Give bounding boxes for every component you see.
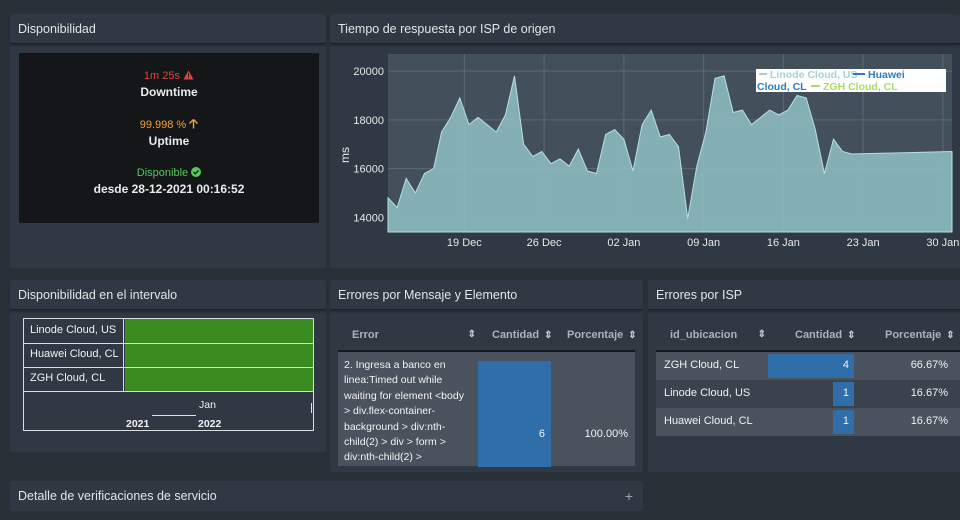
column-header-percent[interactable]: Porcentaje ⇕ (567, 329, 637, 341)
uptime-label: Uptime (148, 134, 190, 148)
isp-count: 1 (842, 415, 849, 427)
uptime-value: 99.998 % (139, 119, 187, 131)
since-label: desde 28-12-2021 00:16:52 (93, 182, 245, 196)
sort-icon[interactable]: ⇕ (628, 330, 637, 341)
legend-linode[interactable]: Linode Cloud, US (770, 69, 858, 81)
error-count-value: 6 (538, 428, 545, 440)
sort-icon[interactable]: ⇕ (467, 329, 476, 340)
plus-icon[interactable]: + (624, 488, 633, 504)
isp-name: Huawei Cloud, CL (664, 415, 753, 427)
downtime-label: Downtime (140, 85, 198, 99)
sort-icon[interactable]: ⇕ (544, 330, 553, 341)
x-tick-label: 23 Jan (847, 237, 880, 249)
isp-count-bar (768, 354, 854, 378)
column-header-count[interactable]: Cantidad ⇕ (492, 329, 553, 341)
y-tick-label: 14000 (353, 212, 384, 224)
errors-by-isp-panel: Errores por ISP id_ubicacion ⇕ Cantidad ⇕… (648, 280, 960, 472)
errors-by-isp-title: Errores por ISP (648, 280, 960, 310)
legend-zgh[interactable]: ZGH Cloud, CL (823, 81, 898, 93)
error-count-bar (478, 361, 551, 467)
availability-stat-box: 1m 25s Downtime 99.998 % Uptime Disponib… (19, 53, 319, 223)
series-area-linode (387, 75, 953, 233)
x-tick-label: 30 Jan (926, 237, 959, 249)
response-time-title: Tiempo de respuesta por ISP de origen (330, 14, 960, 44)
error-percent-value: 100.00% (584, 428, 628, 440)
status-text: Disponible (136, 167, 189, 179)
y-tick-label: 18000 (353, 115, 384, 127)
interval-panel: Disponibilidad en el intervalo Linode Cl… (10, 280, 326, 452)
error-message-cell: 2. Ingresa a banco en linea:Timed out wh… (344, 359, 464, 464)
x-tick-label: 26 Dec (527, 237, 562, 249)
timeline-tick-month: Jan (199, 399, 216, 411)
column-header-error[interactable]: Error ⇕ (352, 318, 478, 352)
response-time-panel: Tiempo de respuesta por ISP de origen 14… (330, 14, 960, 268)
table-row[interactable]: ZGH Cloud, CL 4 66.67% (648, 352, 960, 380)
availability-title: Disponibilidad (10, 14, 326, 44)
uptime-stat: 99.998 % Uptime (19, 119, 319, 148)
column-header-count[interactable]: Cantidad ⇕ (795, 329, 856, 341)
isp-name: ZGH Cloud, CL (664, 359, 740, 371)
timeline-bar-available[interactable] (125, 319, 313, 391)
chart-legend: Linode Cloud, US Huawei Cloud, CL ZGH Cl… (756, 69, 946, 93)
status-stat: Disponible desde 28-12-2021 00:16:52 (19, 167, 319, 196)
downtime-value: 1m 25s (143, 70, 180, 82)
availability-timeline[interactable]: Linode Cloud, US Huawei Cloud, CL ZGH Cl… (23, 318, 314, 431)
response-time-chart[interactable]: 14000 16000 18000 20000 19 Dec 26 Dec 02 Jan 0… (330, 44, 960, 268)
sort-icon[interactable]: ⇕ (757, 329, 766, 340)
x-tick-label: 09 Jan (687, 237, 720, 249)
sort-icon[interactable]: ⇕ (847, 330, 856, 341)
timeline-label-huawei: Huawei Cloud, CL (30, 348, 119, 360)
isp-count-bar (832, 410, 854, 434)
warning-icon (183, 70, 194, 82)
legend-huawei-part1[interactable]: Huawei (868, 69, 905, 81)
arrow-up-icon (189, 119, 199, 131)
isp-count-bar (832, 382, 854, 406)
availability-panel: Disponibilidad 1m 25s Downtime 99.998 % … (10, 14, 326, 268)
y-tick-label: 20000 (353, 66, 384, 78)
isp-count: 1 (842, 387, 849, 399)
timeline-label-linode: Linode Cloud, US (30, 324, 117, 336)
service-checks-detail-panel[interactable]: Detalle de verificaciones de servicio + (10, 481, 643, 511)
errors-by-message-title: Errores por Mensaje y Elemento (330, 280, 643, 310)
service-checks-detail-title[interactable]: Detalle de verificaciones de servicio (18, 489, 217, 503)
table-row[interactable]: Linode Cloud, US 1 16.67% (648, 380, 960, 408)
x-tick-label: 16 Jan (767, 237, 800, 249)
isp-count: 4 (842, 359, 849, 371)
y-axis-label: ms (338, 147, 352, 163)
timeline-tick-year-start: 2021 (126, 418, 150, 430)
x-tick-label: 02 Jan (607, 237, 640, 249)
timeline-tick-year-end: 2022 (198, 418, 222, 430)
downtime-stat: 1m 25s Downtime (19, 70, 319, 99)
y-tick-label: 16000 (353, 164, 384, 176)
isp-percent: 16.67% (910, 415, 948, 427)
isp-name: Linode Cloud, US (664, 387, 751, 399)
isp-percent: 16.67% (910, 387, 948, 399)
errors-by-message-panel: Errores por Mensaje y Elemento Error ⇕ C… (330, 280, 643, 472)
check-circle-icon (191, 167, 202, 179)
column-header-id-ubicacion[interactable]: id_ubicacion ⇕ (670, 318, 766, 352)
timeline-label-zgh: ZGH Cloud, CL (30, 372, 106, 384)
interval-title: Disponibilidad en el intervalo (10, 280, 326, 310)
isp-percent: 66.67% (910, 359, 948, 371)
legend-huawei-part2[interactable]: Cloud, CL (757, 81, 807, 93)
sort-icon[interactable]: ⇕ (946, 330, 955, 341)
column-header-percent[interactable]: Porcentaje ⇕ (885, 329, 955, 341)
x-tick-label: 19 Dec (447, 237, 482, 249)
table-row[interactable]: Huawei Cloud, CL 1 16.67% (648, 408, 960, 436)
